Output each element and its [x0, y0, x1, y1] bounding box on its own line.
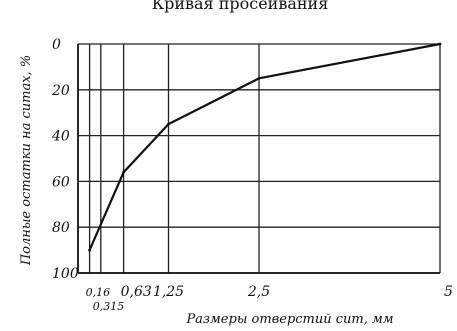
x-tick-label-4: 2,5 — [247, 284, 270, 300]
data-point-2 — [167, 122, 170, 126]
y-tick-label-5: 100 — [52, 266, 79, 282]
series-layer — [88, 42, 442, 252]
data-point-1 — [122, 170, 126, 174]
y-tick-label-2: 40 — [51, 129, 70, 145]
data-point-0 — [88, 248, 91, 252]
y-tick-label-4: 80 — [52, 220, 70, 236]
x-tick-label-0: 0,16 — [86, 286, 111, 299]
chart-title: Кривая просеивания — [152, 0, 329, 13]
y-tick-label-0: 0 — [52, 37, 61, 53]
y-tick-label-1: 20 — [51, 83, 70, 99]
y-tick-label-3: 60 — [52, 174, 70, 190]
x-tick-label-1: 0,315 — [93, 300, 125, 313]
plot-frame — [77, 44, 440, 274]
x-tick-label-3: 1,25 — [153, 284, 184, 300]
data-point-3 — [257, 76, 261, 80]
x-tick-label-2: 0,63 — [121, 284, 152, 300]
y-axis-label: Полные остатки на ситах, % — [19, 55, 34, 266]
data-point-4 — [438, 42, 442, 46]
x-axis-label: Размеры отверстий сит, мм — [185, 312, 393, 327]
x-tick-label-5: 5 — [444, 284, 453, 300]
y-tick-labels: 0 20 40 60 80 100 — [51, 37, 79, 282]
series-line-0 — [88, 42, 441, 251]
